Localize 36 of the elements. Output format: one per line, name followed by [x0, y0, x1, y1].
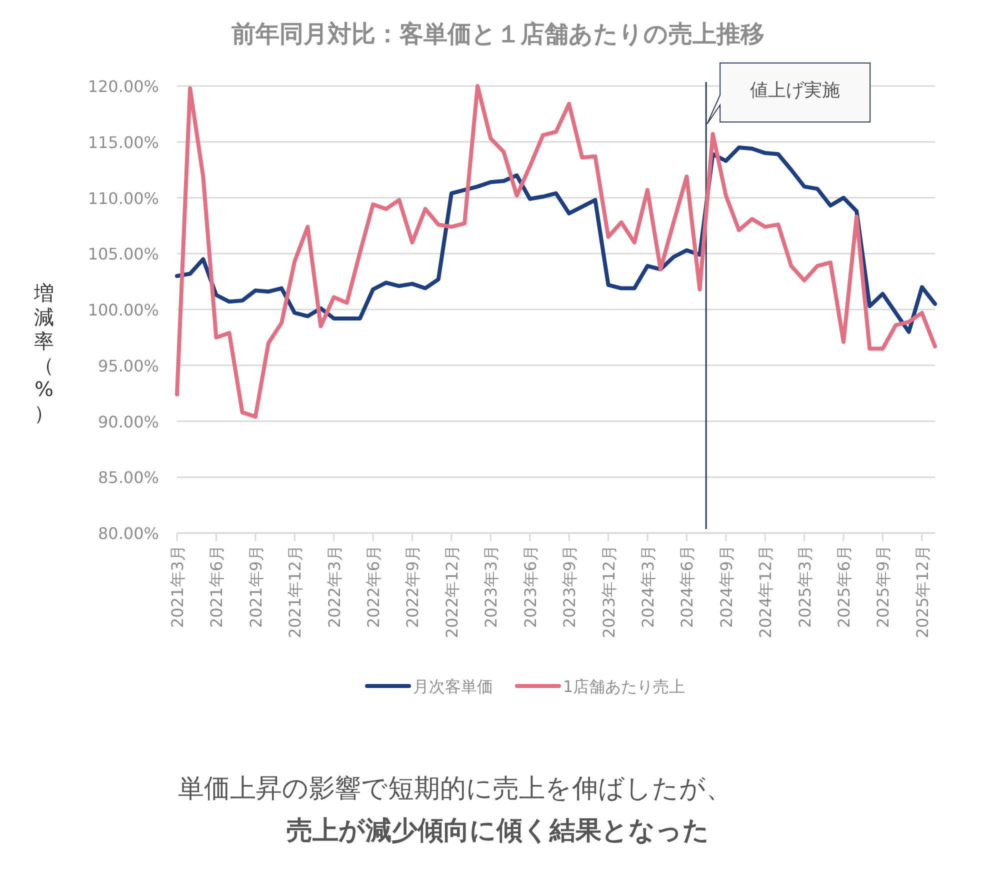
x-tick-label: 2024年12月: [756, 545, 776, 638]
legend-label: 月次客単価: [413, 677, 493, 696]
legend-label: 1店舗あたり売上: [563, 677, 686, 696]
x-tick-label: 2023年12月: [599, 545, 618, 638]
y-tick-label: 110.00%: [88, 188, 159, 208]
ylabel: 増減率（%）: [34, 281, 54, 425]
x-tick-label: 2021年6月: [207, 545, 226, 628]
x-tick-label: 2024年3月: [638, 545, 658, 628]
y-tick-label: 105.00%: [88, 244, 159, 264]
ref-line-label: 値上げ実施: [750, 80, 840, 101]
y-tick-label: 120.00%: [88, 77, 159, 96]
x-tick-label: 2025年12月: [912, 545, 932, 638]
y-tick-label: 115.00%: [88, 132, 159, 152]
y-tick-label: 80.00%: [98, 524, 159, 543]
x-tick-label: 2023年9月: [560, 545, 580, 628]
x-tick-label: 2021年12月: [286, 545, 305, 638]
x-tick-label: 2025年9月: [874, 545, 893, 628]
x-tick-label: 2022年9月: [403, 545, 422, 628]
x-tick-label: 2025年6月: [834, 545, 854, 628]
x-tick-label: 2021年3月: [168, 545, 187, 628]
x-tick-label: 2024年6月: [678, 545, 697, 628]
y-tick-label: 85.00%: [98, 468, 159, 488]
text: 単価上昇の影響で短期的に売上を伸ばしたが、: [178, 774, 732, 804]
x-tick-label: 2021年9月: [246, 545, 266, 628]
text: 売上が減少傾向に傾く結果となった: [286, 816, 710, 846]
x-tick-label: 2025年3月: [795, 545, 814, 628]
x-tick-label: 2024年9月: [716, 545, 736, 628]
y-tick-label: 100.00%: [88, 300, 159, 320]
x-tick-label: 2023年6月: [520, 545, 540, 628]
y-tick-label: 95.00%: [98, 356, 159, 376]
x-tick-label: 2022年6月: [364, 545, 384, 628]
x-tick-label: 2022年3月: [324, 545, 344, 628]
x-tick-label: 2022年12月: [442, 545, 462, 638]
title: 前年同月対比：客単価と１店舗あたりの売上推移: [232, 20, 764, 48]
y-tick-label: 90.00%: [98, 412, 159, 432]
x-tick-label: 2023年3月: [482, 545, 501, 628]
